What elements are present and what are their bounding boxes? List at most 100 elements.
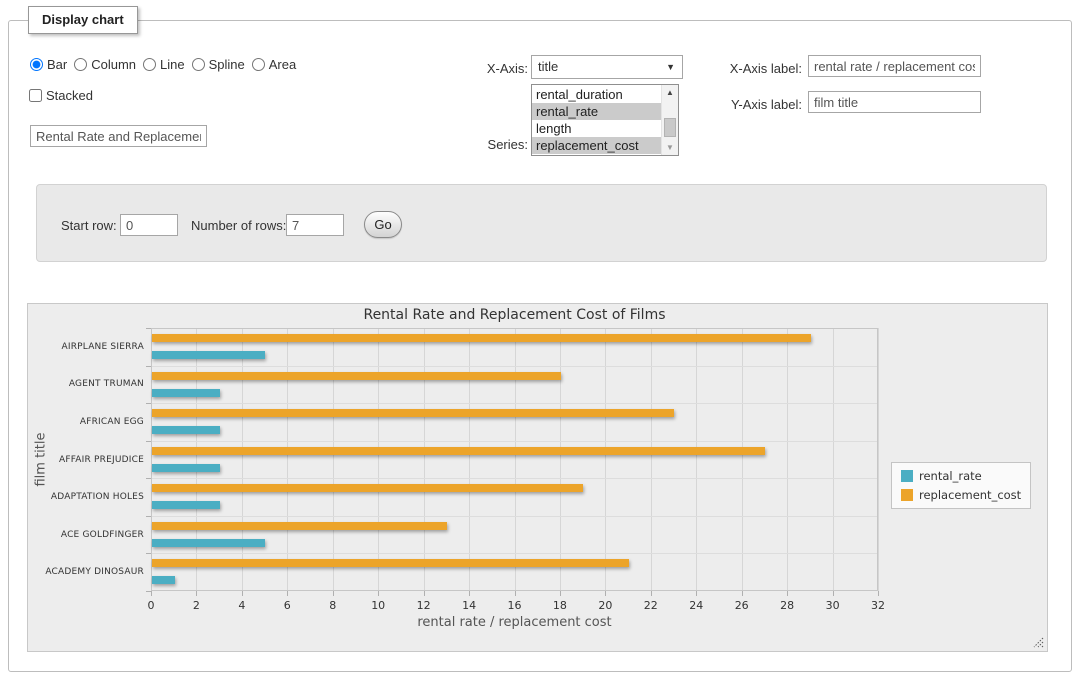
chart-type-label-spline: Spline (209, 57, 245, 72)
x-axis-selected-value: title (538, 59, 558, 74)
x-tickmark (605, 591, 606, 596)
bar-rental_rate (152, 576, 175, 584)
chart-type-option-spline[interactable]: Spline (192, 57, 245, 72)
x-tick-label: 2 (184, 599, 208, 612)
legend-item-replacement_cost[interactable]: replacement_cost (901, 488, 1021, 502)
x-tick-label: 4 (230, 599, 254, 612)
bar-rental_rate (152, 389, 220, 397)
y-axis-label-field-label: Y-Axis label: (714, 97, 802, 112)
resize-handle-icon[interactable] (1032, 636, 1044, 648)
gridline-x (878, 328, 879, 591)
series-options: rental_durationrental_ratelengthreplacem… (532, 86, 661, 154)
series-listbox[interactable]: rental_durationrental_ratelengthreplacem… (531, 84, 679, 156)
x-tickmark (151, 591, 152, 596)
category-label: AGENT TRUMAN (24, 379, 144, 389)
bar-replacement_cost (152, 447, 765, 455)
x-tick-label: 24 (684, 599, 708, 612)
x-axis-label-input[interactable] (808, 55, 981, 77)
series-option-length[interactable]: length (532, 120, 661, 137)
chart-type-label-line: Line (160, 57, 185, 72)
series-option-rental_rate[interactable]: rental_rate (532, 103, 661, 120)
chart-title-input[interactable] (30, 125, 207, 147)
bar-replacement_cost (152, 559, 629, 567)
legend-label-rental_rate: rental_rate (919, 469, 982, 483)
stacked-label-text: Stacked (46, 88, 93, 103)
chart-type-label-area: Area (269, 57, 296, 72)
x-tickmark (196, 591, 197, 596)
x-tickmark (287, 591, 288, 596)
category-label: ACE GOLDFINGER (24, 530, 144, 540)
plot-area-border (151, 328, 878, 591)
chevron-down-icon: ▼ (666, 56, 675, 78)
x-tickmark (515, 591, 516, 596)
chart-container: Rental Rate and Replacement Cost of Film… (27, 303, 1048, 652)
legend-item-rental_rate[interactable]: rental_rate (901, 469, 1021, 483)
stacked-checkbox[interactable] (29, 89, 42, 102)
y-tickmark (146, 591, 151, 592)
stacked-checkbox-label[interactable]: Stacked (29, 88, 93, 103)
x-tickmark (424, 591, 425, 596)
y-axis-title: film title (34, 419, 49, 499)
bar-rental_rate (152, 464, 220, 472)
bar-rental_rate (152, 539, 265, 547)
chart-type-radio-area[interactable] (252, 58, 265, 71)
scroll-up-icon[interactable]: ▲ (662, 85, 678, 100)
chart-type-radio-bar[interactable] (30, 58, 43, 71)
chart-type-radio-spline[interactable] (192, 58, 205, 71)
number-of-rows-label: Number of rows: (191, 218, 286, 233)
number-of-rows-input[interactable] (286, 214, 344, 236)
chart-type-option-bar[interactable]: Bar (30, 57, 67, 72)
x-tick-label: 22 (639, 599, 663, 612)
bar-replacement_cost (152, 409, 674, 417)
chart-type-radio-group: Bar Column Line Spline Area (30, 57, 296, 72)
x-tickmark (833, 591, 834, 596)
x-tickmark (787, 591, 788, 596)
display-chart-app: Display chart Bar Column Line Spline Area St… (0, 0, 1081, 681)
x-axis-select-label: X-Axis: (468, 61, 528, 76)
y-axis-label-input[interactable] (808, 91, 981, 113)
x-tickmark (242, 591, 243, 596)
legend-swatch-replacement_cost (901, 489, 913, 501)
x-tick-label: 6 (275, 599, 299, 612)
chart-type-label-column: Column (91, 57, 136, 72)
series-option-replacement_cost[interactable]: replacement_cost (532, 137, 661, 154)
x-tickmark (878, 591, 879, 596)
legend-swatch-rental_rate (901, 470, 913, 482)
x-tick-label: 12 (412, 599, 436, 612)
chart-type-option-column[interactable]: Column (74, 57, 136, 72)
x-tick-label: 28 (775, 599, 799, 612)
category-label: AIRPLANE SIERRA (24, 342, 144, 352)
x-tick-label: 0 (139, 599, 163, 612)
legend-label-replacement_cost: replacement_cost (919, 488, 1021, 502)
series-scrollbar[interactable]: ▲ ▼ (661, 85, 678, 155)
series-option-rental_duration[interactable]: rental_duration (532, 86, 661, 103)
chart-title: Rental Rate and Replacement Cost of Film… (151, 307, 878, 323)
start-row-input[interactable] (120, 214, 178, 236)
bar-replacement_cost (152, 522, 447, 530)
x-tickmark (378, 591, 379, 596)
x-tick-label: 32 (866, 599, 890, 612)
scrollbar-thumb[interactable] (664, 118, 676, 137)
x-axis-label-field-label: X-Axis label: (714, 61, 802, 76)
chart-type-radio-line[interactable] (143, 58, 156, 71)
x-tickmark (469, 591, 470, 596)
bar-replacement_cost (152, 372, 561, 380)
chart-type-option-line[interactable]: Line (143, 57, 185, 72)
x-tickmark (333, 591, 334, 596)
x-tickmark (560, 591, 561, 596)
go-button[interactable]: Go (364, 211, 402, 238)
x-tickmark (696, 591, 697, 596)
x-tick-label: 10 (366, 599, 390, 612)
chart-type-radio-column[interactable] (74, 58, 87, 71)
x-tickmark (742, 591, 743, 596)
x-tick-label: 8 (321, 599, 345, 612)
chart-type-option-area[interactable]: Area (252, 57, 296, 72)
x-tick-label: 14 (457, 599, 481, 612)
fieldset-legend: Display chart (28, 6, 138, 34)
x-axis-select[interactable]: title ▼ (531, 55, 683, 79)
x-tickmark (651, 591, 652, 596)
chart-legend: rental_rate replacement_cost (891, 462, 1031, 509)
scroll-down-icon[interactable]: ▼ (662, 140, 678, 155)
bar-rental_rate (152, 426, 220, 434)
stacked-checkbox-row: Stacked (29, 88, 93, 103)
